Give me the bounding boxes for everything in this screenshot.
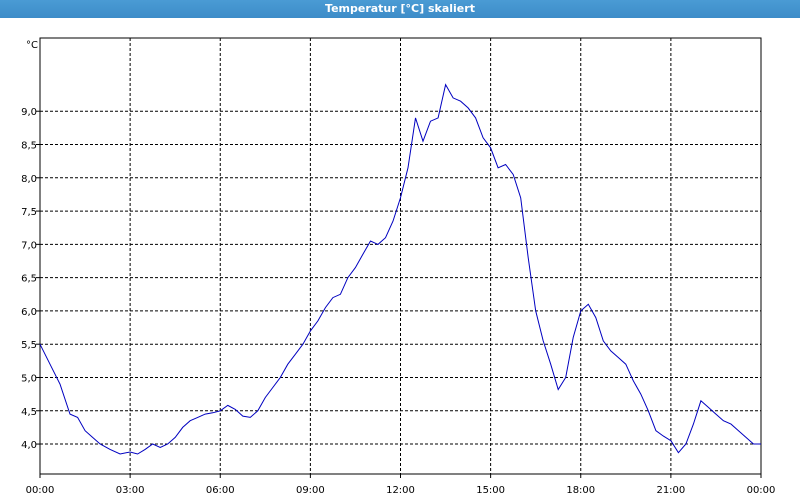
y-tick-label: 6,5 — [21, 274, 37, 285]
y-tick-label: 7,5 — [21, 207, 37, 218]
y-tick-label: 6,0 — [21, 307, 37, 318]
x-tick-time-label: 03:00 — [116, 485, 145, 496]
y-tick-label: 8,5 — [21, 141, 37, 152]
chart-title: Temperatur [°C] skaliert — [0, 0, 800, 18]
temperature-series-line — [39, 83, 761, 455]
y-axis: 9,0 8,5 8,0 7,5 7,0 6,5 6,0 5,5 5,0 4,5 4,0 — [21, 107, 40, 451]
grid-lines — [40, 38, 761, 474]
temperature-chart: 9,08,58,07,57,06,56,05,55,04,54,0 00:00 0… — [21, 37, 776, 496]
y-tick-label: 7,0 — [21, 240, 37, 251]
y-axis-unit-label: °C — [26, 40, 38, 51]
y-tick-label: 4,0 — [21, 440, 37, 451]
x-tick-time-label: 09:00 — [296, 485, 325, 496]
x-tick-time-label: 21:00 — [656, 485, 685, 496]
x-tick-time-label: 00:00 — [26, 485, 55, 496]
x-tick-time-label: 06:00 — [206, 485, 235, 496]
y-tick-label: 9,0 — [21, 107, 37, 118]
y-tick-label: 5,0 — [21, 373, 37, 384]
x-tick-time-label: 12:00 — [386, 485, 415, 496]
y-tick-label: 8,0 — [21, 174, 37, 185]
x-tick-time-label: 15:00 — [476, 485, 505, 496]
y-tick-label: 4,5 — [21, 407, 37, 418]
y-tick-label: 5,5 — [21, 340, 37, 351]
x-tick-time-label: 00:00 — [747, 485, 776, 496]
x-tick-time-label: 18:00 — [566, 485, 595, 496]
x-axis: 00:0009.11.1903:0009.11.1906:0009.11.190… — [26, 474, 776, 496]
